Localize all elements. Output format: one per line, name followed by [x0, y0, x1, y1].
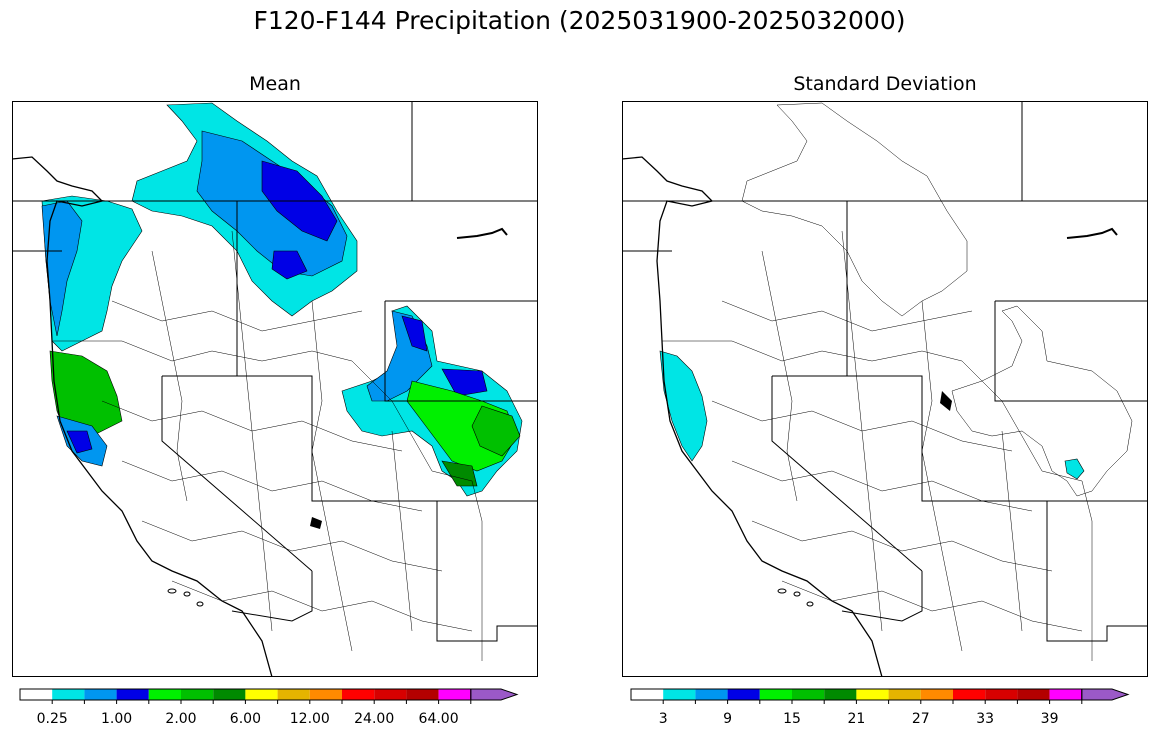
colorbar-tick-label: 15 — [783, 711, 801, 727]
colorbar-swatch — [20, 689, 53, 700]
colorbar-swatch — [727, 689, 760, 700]
shade-co-darkblue2 — [441, 368, 488, 397]
colorbar-swatch — [245, 689, 278, 700]
map-std — [622, 101, 1148, 677]
great-salt-lake — [940, 391, 952, 411]
colorbar-std — [630, 688, 1130, 704]
shade-ncal-std — [659, 350, 708, 462]
shade-ncal-green — [49, 350, 123, 442]
colorbar-swatch — [695, 689, 728, 700]
colorbar-tick-label: 12.00 — [289, 711, 330, 727]
panel-title-std: Standard Deviation — [793, 73, 977, 95]
colorbar-swatch — [920, 689, 953, 700]
colorbar-swatch — [824, 689, 857, 700]
colorbar-extend-arrow — [1081, 688, 1130, 701]
colorbar-swatch — [342, 689, 375, 700]
colorbar-extend-arrow — [470, 688, 519, 701]
coastline — [622, 156, 883, 677]
colorbar-tick-label: 0.25 — [36, 711, 68, 727]
figure-title: F120-F144 Precipitation (2025031900-2025… — [253, 6, 906, 35]
colorbar-tick-label: 39 — [1040, 711, 1059, 727]
colorbar-swatch — [277, 689, 310, 700]
map-frame — [622, 101, 1148, 677]
panel-title-mean: Mean — [249, 73, 301, 95]
shade-co-darkgreen — [471, 405, 521, 457]
lake-winnipeg-shoreline — [456, 227, 508, 239]
shade-ncal-blue — [66, 430, 93, 454]
colorbar-swatch — [213, 689, 246, 700]
colorbar-swatch — [374, 689, 407, 700]
colorbar-tick-label: 64.00 — [418, 711, 459, 727]
coastline — [12, 156, 273, 677]
colorbar-swatch — [663, 689, 696, 700]
shade-co-darkblue — [401, 315, 428, 352]
colorbar-swatch — [52, 689, 85, 700]
colorbar-swatch — [792, 689, 825, 700]
colorbar-swatch — [309, 689, 342, 700]
colorbar-swatch — [116, 689, 149, 700]
colorbar-tick-label: 21 — [847, 711, 866, 727]
colorbar-swatch — [759, 689, 792, 700]
map-mean — [12, 101, 538, 677]
colorbar-swatch — [438, 689, 471, 700]
colorbar-swatch — [953, 689, 986, 700]
colorbar-tick-label: 24.00 — [354, 711, 395, 727]
channel-islands — [777, 588, 814, 607]
colorbar-swatch — [148, 689, 181, 700]
colorbar-tick-label: 9 — [723, 711, 733, 727]
colorbar-swatch — [84, 689, 117, 700]
colorbar-tick-label: 33 — [976, 711, 995, 727]
lake-winnipeg-shoreline — [1066, 227, 1118, 239]
colorbar-swatch — [888, 689, 921, 700]
std-shading — [659, 350, 1085, 480]
colorbar-swatch — [985, 689, 1018, 700]
colorbar-swatch — [856, 689, 889, 700]
colorbar-tick-label: 2.00 — [165, 711, 197, 727]
colorbar-swatch — [181, 689, 214, 700]
colorbar-swatch — [406, 689, 439, 700]
colorbar-tick-label: 3 — [658, 711, 668, 727]
shade-co-forest — [441, 460, 478, 487]
great-salt-lake — [310, 517, 322, 529]
colorbar-tick-label: 6.00 — [229, 711, 261, 727]
channel-islands — [167, 588, 204, 607]
colorbar-swatch — [631, 689, 664, 700]
colorbar-tick-label: 27 — [911, 711, 930, 727]
colorbar-swatch — [1017, 689, 1050, 700]
colorbar-tick-label: 1.00 — [101, 711, 133, 727]
colorbar-mean — [19, 688, 519, 704]
colorbar-swatch — [1049, 689, 1082, 700]
shade-co-std — [1064, 458, 1085, 480]
shade-northern-rockies-dark2 — [271, 250, 308, 280]
